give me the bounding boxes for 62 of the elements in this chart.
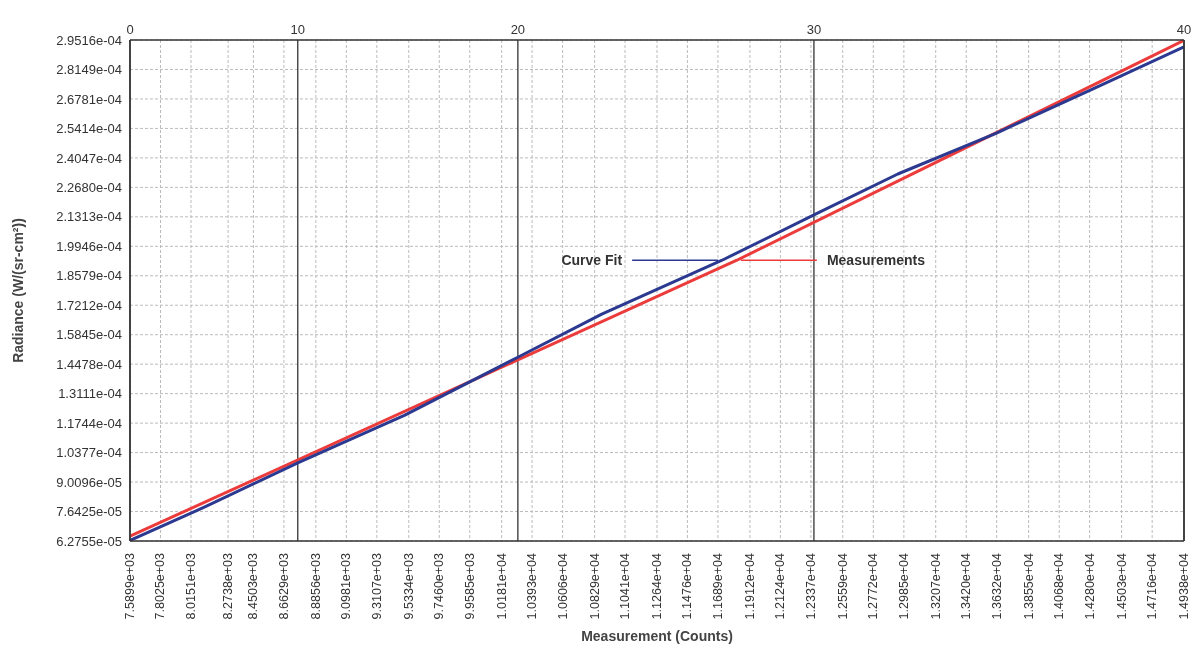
y-tick-label: 1.0377e-04 xyxy=(56,445,122,461)
x-tick-label: 1.1476e+04 xyxy=(680,552,695,620)
x-tick-label: 9.0981e+03 xyxy=(339,552,354,620)
x-tick-label: 7.8025e+03 xyxy=(153,552,168,620)
x-tick-label: 1.0181e+04 xyxy=(494,552,509,620)
x-tick-label: 1.4068e+04 xyxy=(1052,552,1067,620)
x-tick-label: 1.3855e+04 xyxy=(1021,552,1036,620)
y-tick-label: 2.8149e-04 xyxy=(56,62,122,78)
x-tick-label: 1.0393e+04 xyxy=(525,552,540,620)
y-tick-label: 9.0096e-05 xyxy=(56,474,122,490)
y-tick-label: 1.9946e-04 xyxy=(56,238,122,254)
y-tick-label: 1.3111e-04 xyxy=(58,386,122,402)
x-tick-label: 7.5899e+03 xyxy=(123,552,137,620)
x-tick-label: 9.5334e+03 xyxy=(401,552,416,620)
x-tick-label: 1.4938e+04 xyxy=(1177,552,1191,620)
x-tick-label: 8.0151e+03 xyxy=(183,552,198,620)
y-tick-label: 1.7212e-04 xyxy=(56,297,122,313)
x-tick-label: 1.2772e+04 xyxy=(866,552,881,620)
x-tick-label: 1.0829e+04 xyxy=(587,552,602,620)
x-axis-title: Measurement (Counts) xyxy=(581,628,733,644)
x-tick-label: 8.6629e+03 xyxy=(276,552,291,620)
text: 40 xyxy=(1176,22,1192,37)
x-tick-label: 1.2559e+04 xyxy=(835,552,850,620)
y-tick-label: 2.9516e-04 xyxy=(56,32,122,48)
text: Curve Fit xyxy=(561,252,623,269)
x-tick-label: 1.1689e+04 xyxy=(710,552,725,620)
y-tick-label: 6.2755e-05 xyxy=(56,533,122,549)
x-tick-label: 1.3207e+04 xyxy=(928,552,943,620)
y-tick-label: 2.6781e-04 xyxy=(56,91,122,107)
x-tick-label: 1.4716e+04 xyxy=(1145,552,1160,620)
text: Measurements xyxy=(826,252,926,269)
x-tick-label: 1.0606e+04 xyxy=(555,552,570,620)
x-tick-label: 1.2985e+04 xyxy=(896,552,911,620)
y-tick-label: 2.5414e-04 xyxy=(56,121,122,137)
x-tick-label: 1.4280e+04 xyxy=(1082,552,1097,620)
x-tick-label: 8.2738e+03 xyxy=(221,552,236,620)
x-tick-label: 8.8856e+03 xyxy=(308,552,323,620)
y-tick-label: 1.1744e-04 xyxy=(56,415,122,431)
x-tick-label: 8.4503e+03 xyxy=(246,552,261,620)
y-tick-label: 1.5845e-04 xyxy=(56,327,122,343)
x-tick-label: 9.9585e+03 xyxy=(462,552,477,620)
y-tick-label: 1.8579e-04 xyxy=(56,268,122,284)
x-tick-label: 1.2337e+04 xyxy=(803,552,818,620)
x-tick-label: 1.3420e+04 xyxy=(959,552,974,620)
x-tick-label: 1.1041e+04 xyxy=(618,552,633,620)
x-tick-label: 9.3107e+03 xyxy=(369,552,384,620)
text: 20 xyxy=(510,22,526,37)
y-tick-label: 2.1313e-04 xyxy=(56,209,122,225)
y-tick-label: 7.6425e-05 xyxy=(56,504,122,520)
x-tick-label: 1.2124e+04 xyxy=(773,552,788,620)
x-tick-label: 1.1912e+04 xyxy=(742,552,757,620)
y-tick-label: 2.4047e-04 xyxy=(56,150,122,166)
y-axis-title: Radiance (W/(sr-cm²)) xyxy=(9,218,26,363)
text: 0 xyxy=(126,22,134,37)
x-tick-label: 1.4503e+04 xyxy=(1114,552,1129,620)
text: 10 xyxy=(290,22,305,37)
x-tick-label: 9.7460e+03 xyxy=(432,552,447,620)
text: 30 xyxy=(806,22,822,37)
x-tick-label: 1.1264e+04 xyxy=(650,552,665,620)
y-tick-label: 2.2680e-04 xyxy=(56,179,122,195)
y-tick-label: 1.4478e-04 xyxy=(56,356,122,372)
x-tick-label: 1.3632e+04 xyxy=(989,552,1004,620)
